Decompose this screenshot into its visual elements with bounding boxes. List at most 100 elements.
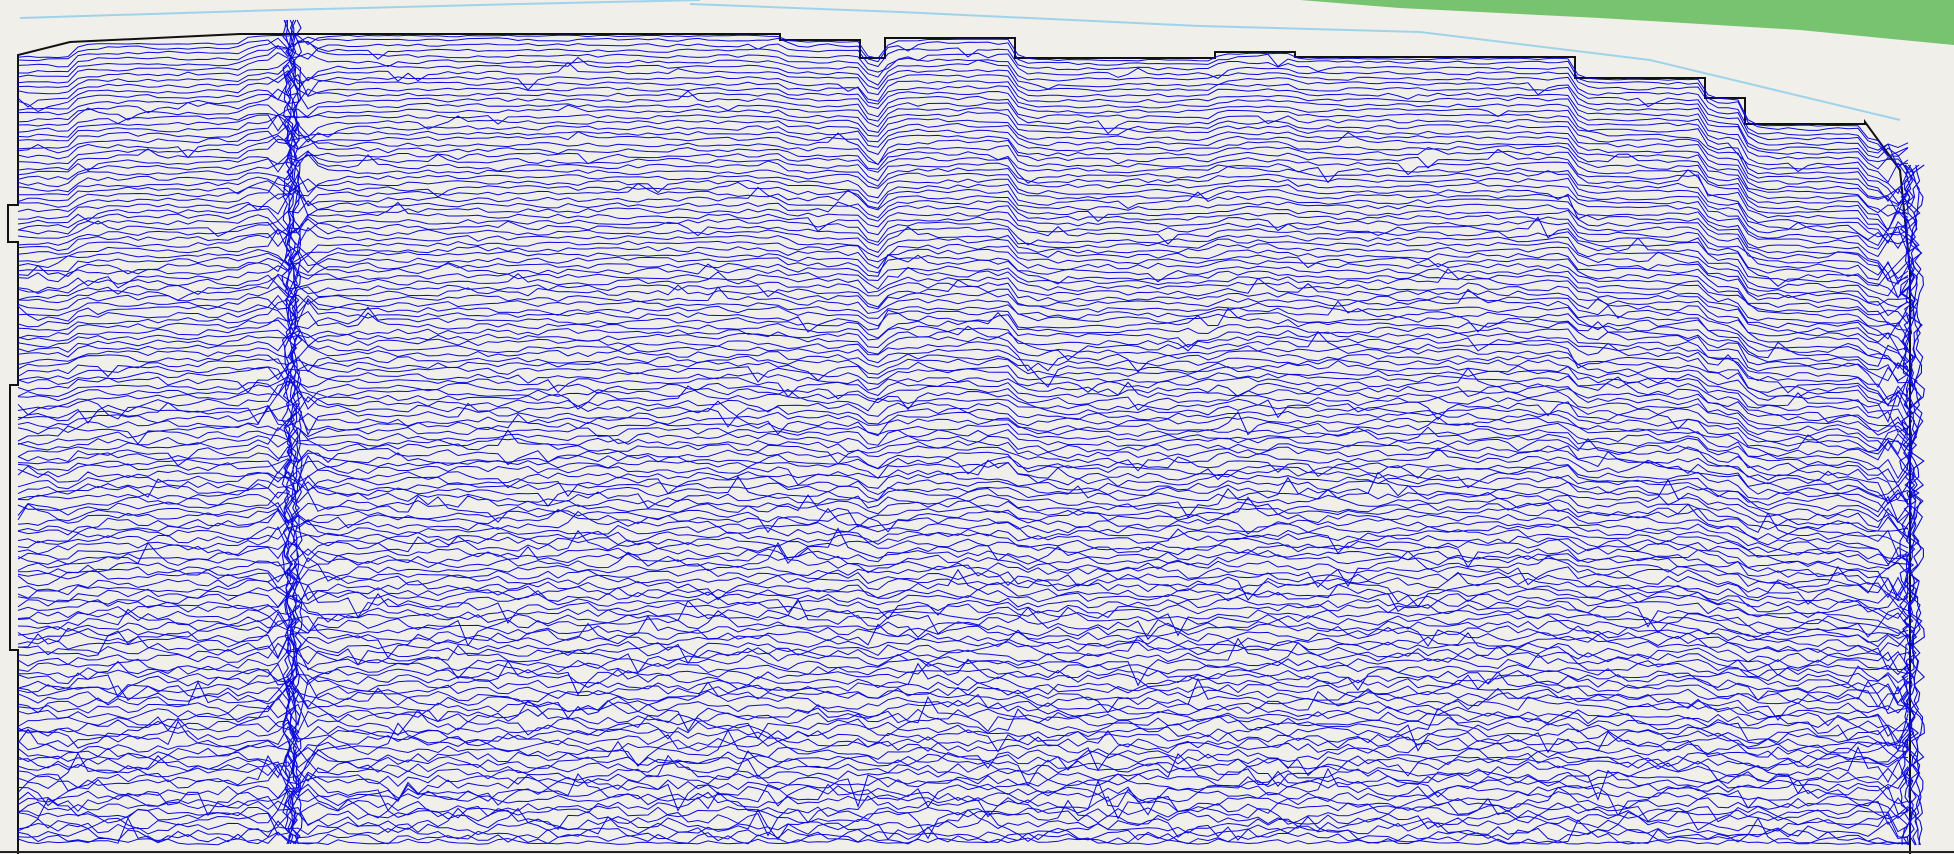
survey-trace xyxy=(17,610,1909,667)
survey-trace xyxy=(17,295,1909,382)
survey-trace xyxy=(17,218,1909,317)
survey-trace xyxy=(17,114,1909,214)
survey-trace xyxy=(17,781,1909,826)
survey-trace xyxy=(17,306,1909,407)
survey-trace xyxy=(17,642,1909,692)
survey-trace xyxy=(17,481,1909,556)
survey-trace xyxy=(17,368,1909,456)
survey-trace xyxy=(17,593,1909,643)
survey-trace xyxy=(17,218,1909,327)
survey-trace xyxy=(17,380,1909,453)
survey-trace xyxy=(17,123,1909,236)
survey-trace xyxy=(17,245,1909,327)
survey-trace xyxy=(17,459,1909,539)
survey-trace xyxy=(17,400,1909,483)
survey-trace xyxy=(17,88,1909,204)
survey-trace xyxy=(17,134,1909,240)
survey-trace xyxy=(17,271,1909,370)
vertical-anomaly-line xyxy=(1910,164,1926,846)
survey-trace xyxy=(17,69,1909,204)
survey-trace xyxy=(17,325,1909,418)
survey-trace xyxy=(17,153,1909,275)
survey-trace xyxy=(17,325,1909,424)
survey-trace xyxy=(17,56,1909,170)
survey-trace xyxy=(17,37,1909,151)
survey-trace xyxy=(17,494,1909,565)
survey-trace xyxy=(17,508,1909,570)
survey-trace xyxy=(17,632,1909,676)
survey-trace xyxy=(17,330,1909,408)
vertical-anomaly-line xyxy=(286,19,298,845)
survey-trace xyxy=(17,270,1909,368)
survey-trace xyxy=(17,40,1909,173)
survey-trace xyxy=(17,34,1909,157)
survey-trace xyxy=(17,572,1909,628)
survey-trace xyxy=(17,454,1909,529)
survey-trace xyxy=(17,172,1909,280)
survey-trace xyxy=(17,404,1909,488)
survey-trace xyxy=(17,375,1909,451)
road-line xyxy=(19,0,701,19)
survey-trace xyxy=(17,201,1909,308)
survey-trace xyxy=(17,630,1909,684)
survey-trace xyxy=(17,677,1909,753)
survey-trace xyxy=(17,491,1909,565)
survey-trace xyxy=(17,88,1909,206)
survey-trace xyxy=(17,249,1909,351)
vertical-anomalies xyxy=(281,19,1926,846)
survey-trace xyxy=(17,227,1909,325)
survey-trace xyxy=(17,152,1909,254)
road-line xyxy=(689,3,1901,121)
survey-trace xyxy=(17,286,1909,384)
survey-trace xyxy=(17,816,1909,845)
survey-trace xyxy=(17,61,1909,184)
survey-trace xyxy=(17,458,1909,518)
survey-trace xyxy=(17,36,1909,157)
survey-trace xyxy=(17,427,1909,506)
survey-trace xyxy=(17,660,1909,715)
survey-trace xyxy=(17,703,1909,752)
survey-trace xyxy=(17,673,1909,713)
survey-trace xyxy=(17,527,1909,579)
survey-trace xyxy=(17,543,1909,605)
survey-trace xyxy=(17,779,1909,824)
survey-trace xyxy=(17,722,1909,772)
survey-trace xyxy=(17,542,1909,602)
survey-trace xyxy=(17,740,1909,788)
survey-trace xyxy=(17,73,1909,203)
survey-trace xyxy=(17,102,1909,215)
survey-trace xyxy=(17,334,1909,428)
survey-trace xyxy=(17,721,1909,763)
survey-trace xyxy=(17,429,1909,506)
survey-trace xyxy=(17,527,1909,601)
survey-trace xyxy=(17,445,1909,521)
survey-trace xyxy=(17,612,1909,657)
survey-trace xyxy=(17,752,1909,785)
survey-trace xyxy=(17,200,1909,297)
survey-trace xyxy=(17,772,1909,817)
survey-trace xyxy=(17,252,1909,351)
survey-trace xyxy=(17,507,1909,567)
survey-trace xyxy=(17,299,1909,401)
vertical-anomaly-line xyxy=(1906,164,1922,846)
vertical-anomaly-line xyxy=(292,19,303,845)
vegetation-area xyxy=(1300,0,1954,45)
survey-trace xyxy=(17,658,1909,708)
vertical-anomaly-line xyxy=(1904,164,1920,846)
survey-trace xyxy=(17,647,1909,708)
survey-trace xyxy=(17,765,1909,808)
survey-trace xyxy=(17,345,1909,433)
survey-trace xyxy=(17,411,1909,502)
survey-trace xyxy=(17,52,1909,171)
survey-trace xyxy=(17,471,1909,542)
survey-trace xyxy=(17,273,1909,376)
survey-trace xyxy=(17,254,1909,363)
survey-trace xyxy=(17,189,1909,300)
survey-trace xyxy=(17,381,1909,458)
survey-trace xyxy=(17,73,1909,195)
survey-trace xyxy=(17,215,1909,306)
survey-trace xyxy=(17,294,1909,388)
survey-trace xyxy=(17,364,1909,436)
